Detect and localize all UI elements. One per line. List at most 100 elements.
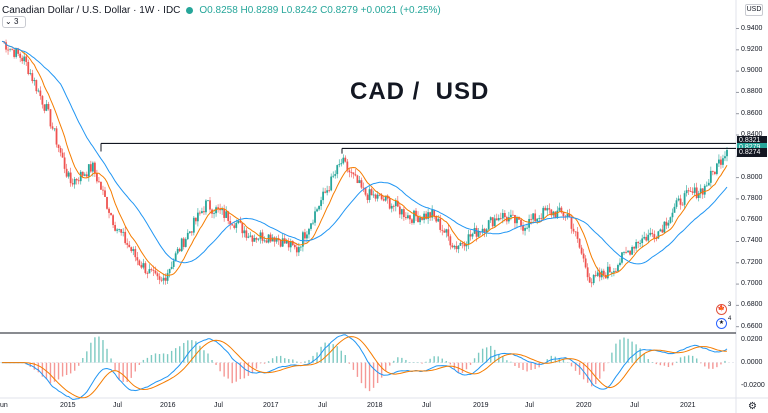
macd-histogram-bar [643, 353, 645, 363]
time-tick-label: Jul [630, 402, 639, 409]
macd-histogram-bar [485, 347, 488, 363]
candle-body [352, 172, 355, 175]
macd-tick-label: 0.0000 [741, 358, 763, 366]
candle-body [215, 207, 217, 214]
price-tick-label: 0.7800 [741, 194, 763, 202]
candle-body [421, 217, 423, 220]
price-unit-button[interactable]: USD [745, 4, 763, 16]
candle-body [152, 270, 155, 271]
candle-body [13, 49, 16, 57]
candle-body [362, 187, 365, 189]
candle-body [132, 249, 135, 252]
macd-histogram-bar [308, 359, 310, 363]
candle-body [201, 211, 203, 213]
candle-body [487, 220, 490, 230]
price-tick-label: 0.9400 [741, 24, 763, 32]
candle-body [661, 229, 664, 233]
candle-body [67, 172, 70, 177]
macd-histogram-bar [195, 341, 197, 363]
symbol-legend[interactable]: Canadian Dollar / U.S. Dollar · 1W · IDC… [2, 3, 441, 17]
candle-body [495, 218, 498, 221]
macd-histogram-bar [586, 362, 589, 383]
macd-histogram-bar [623, 337, 625, 363]
candle-body [158, 276, 161, 280]
candle-body [213, 213, 215, 215]
macd-histogram-bar [691, 355, 694, 363]
candle-body [707, 182, 710, 186]
macd-histogram-bar [570, 362, 573, 367]
ma-slow-line [1, 40, 728, 265]
candle-body [695, 187, 698, 198]
candle-body [669, 217, 672, 223]
candle-body [376, 194, 379, 199]
candle-body [233, 225, 236, 228]
candle-body [681, 204, 684, 206]
time-tick-label: 2018 [367, 402, 383, 409]
macd-histogram-bar [603, 362, 605, 372]
macd-histogram-bar [449, 362, 452, 365]
candle-body [465, 244, 468, 247]
ohlc-close: C0.8279 [320, 4, 358, 16]
canada-flag-icon[interactable]: 🍁 [716, 304, 727, 315]
macd-histogram-bar [243, 362, 246, 379]
candle-body [239, 220, 242, 223]
macd-histogram-bar [393, 360, 395, 363]
macd-histogram-bar [514, 362, 516, 366]
candle-body [598, 272, 601, 278]
candle-body [491, 217, 494, 227]
macd-histogram-bar [146, 357, 149, 363]
candle-body [188, 231, 191, 233]
time-tick-label: Jul [214, 402, 223, 409]
macd-histogram-bar [344, 355, 347, 363]
candle-body [93, 162, 96, 174]
macd-histogram-bar [453, 362, 456, 369]
indicators-collapse-button[interactable]: ⌄ 3 [2, 16, 26, 28]
macd-histogram-bar [227, 362, 229, 379]
macd-histogram-bar [271, 358, 274, 363]
candle-body [184, 239, 187, 247]
price-tick-label: 0.7400 [741, 237, 763, 245]
candle-body [271, 237, 274, 242]
candle-body [17, 48, 20, 54]
candle-body [552, 211, 555, 216]
macd-histogram-bar [663, 362, 666, 366]
price-tick-label: 0.7200 [741, 258, 763, 266]
macd-histogram-bar [348, 362, 351, 364]
candle-body [194, 217, 197, 222]
macd-histogram-bar [170, 350, 173, 363]
candle-body [104, 190, 106, 197]
candle-body [241, 222, 244, 234]
candle-body [647, 234, 650, 241]
candle-body [253, 238, 256, 242]
macd-histogram-bar [57, 362, 60, 380]
macd-histogram-bar [340, 350, 342, 363]
candle-body [293, 244, 296, 248]
chart-annotation-title[interactable]: CAD / USD [350, 78, 490, 105]
macd-histogram-bar [211, 360, 213, 363]
candle-body [134, 249, 137, 258]
candle-body [116, 229, 119, 231]
candle-body [544, 207, 547, 211]
candle-body [279, 240, 282, 247]
macd-histogram-bar [704, 362, 706, 367]
macd-histogram-bar [687, 355, 690, 363]
macd-histogram-bar [223, 362, 225, 377]
candle-body [726, 150, 728, 157]
candle-body [77, 180, 80, 182]
candle-body [144, 263, 147, 274]
candle-body [340, 163, 343, 165]
candle-body [29, 73, 32, 74]
candle-body [75, 178, 78, 181]
candle-body [332, 175, 335, 177]
candle-body [560, 207, 563, 213]
event-marker-label-cad: 3 [728, 302, 732, 308]
candle-body [162, 277, 165, 281]
symbol-title[interactable]: Canadian Dollar / U.S. Dollar · 1W · IDC [2, 4, 181, 16]
candle-body [477, 231, 480, 237]
candle-body [312, 222, 314, 224]
gear-icon[interactable]: ⚙ [748, 401, 757, 412]
us-flag-icon[interactable]: ★ [716, 318, 727, 329]
macd-histogram-bar [166, 354, 169, 363]
